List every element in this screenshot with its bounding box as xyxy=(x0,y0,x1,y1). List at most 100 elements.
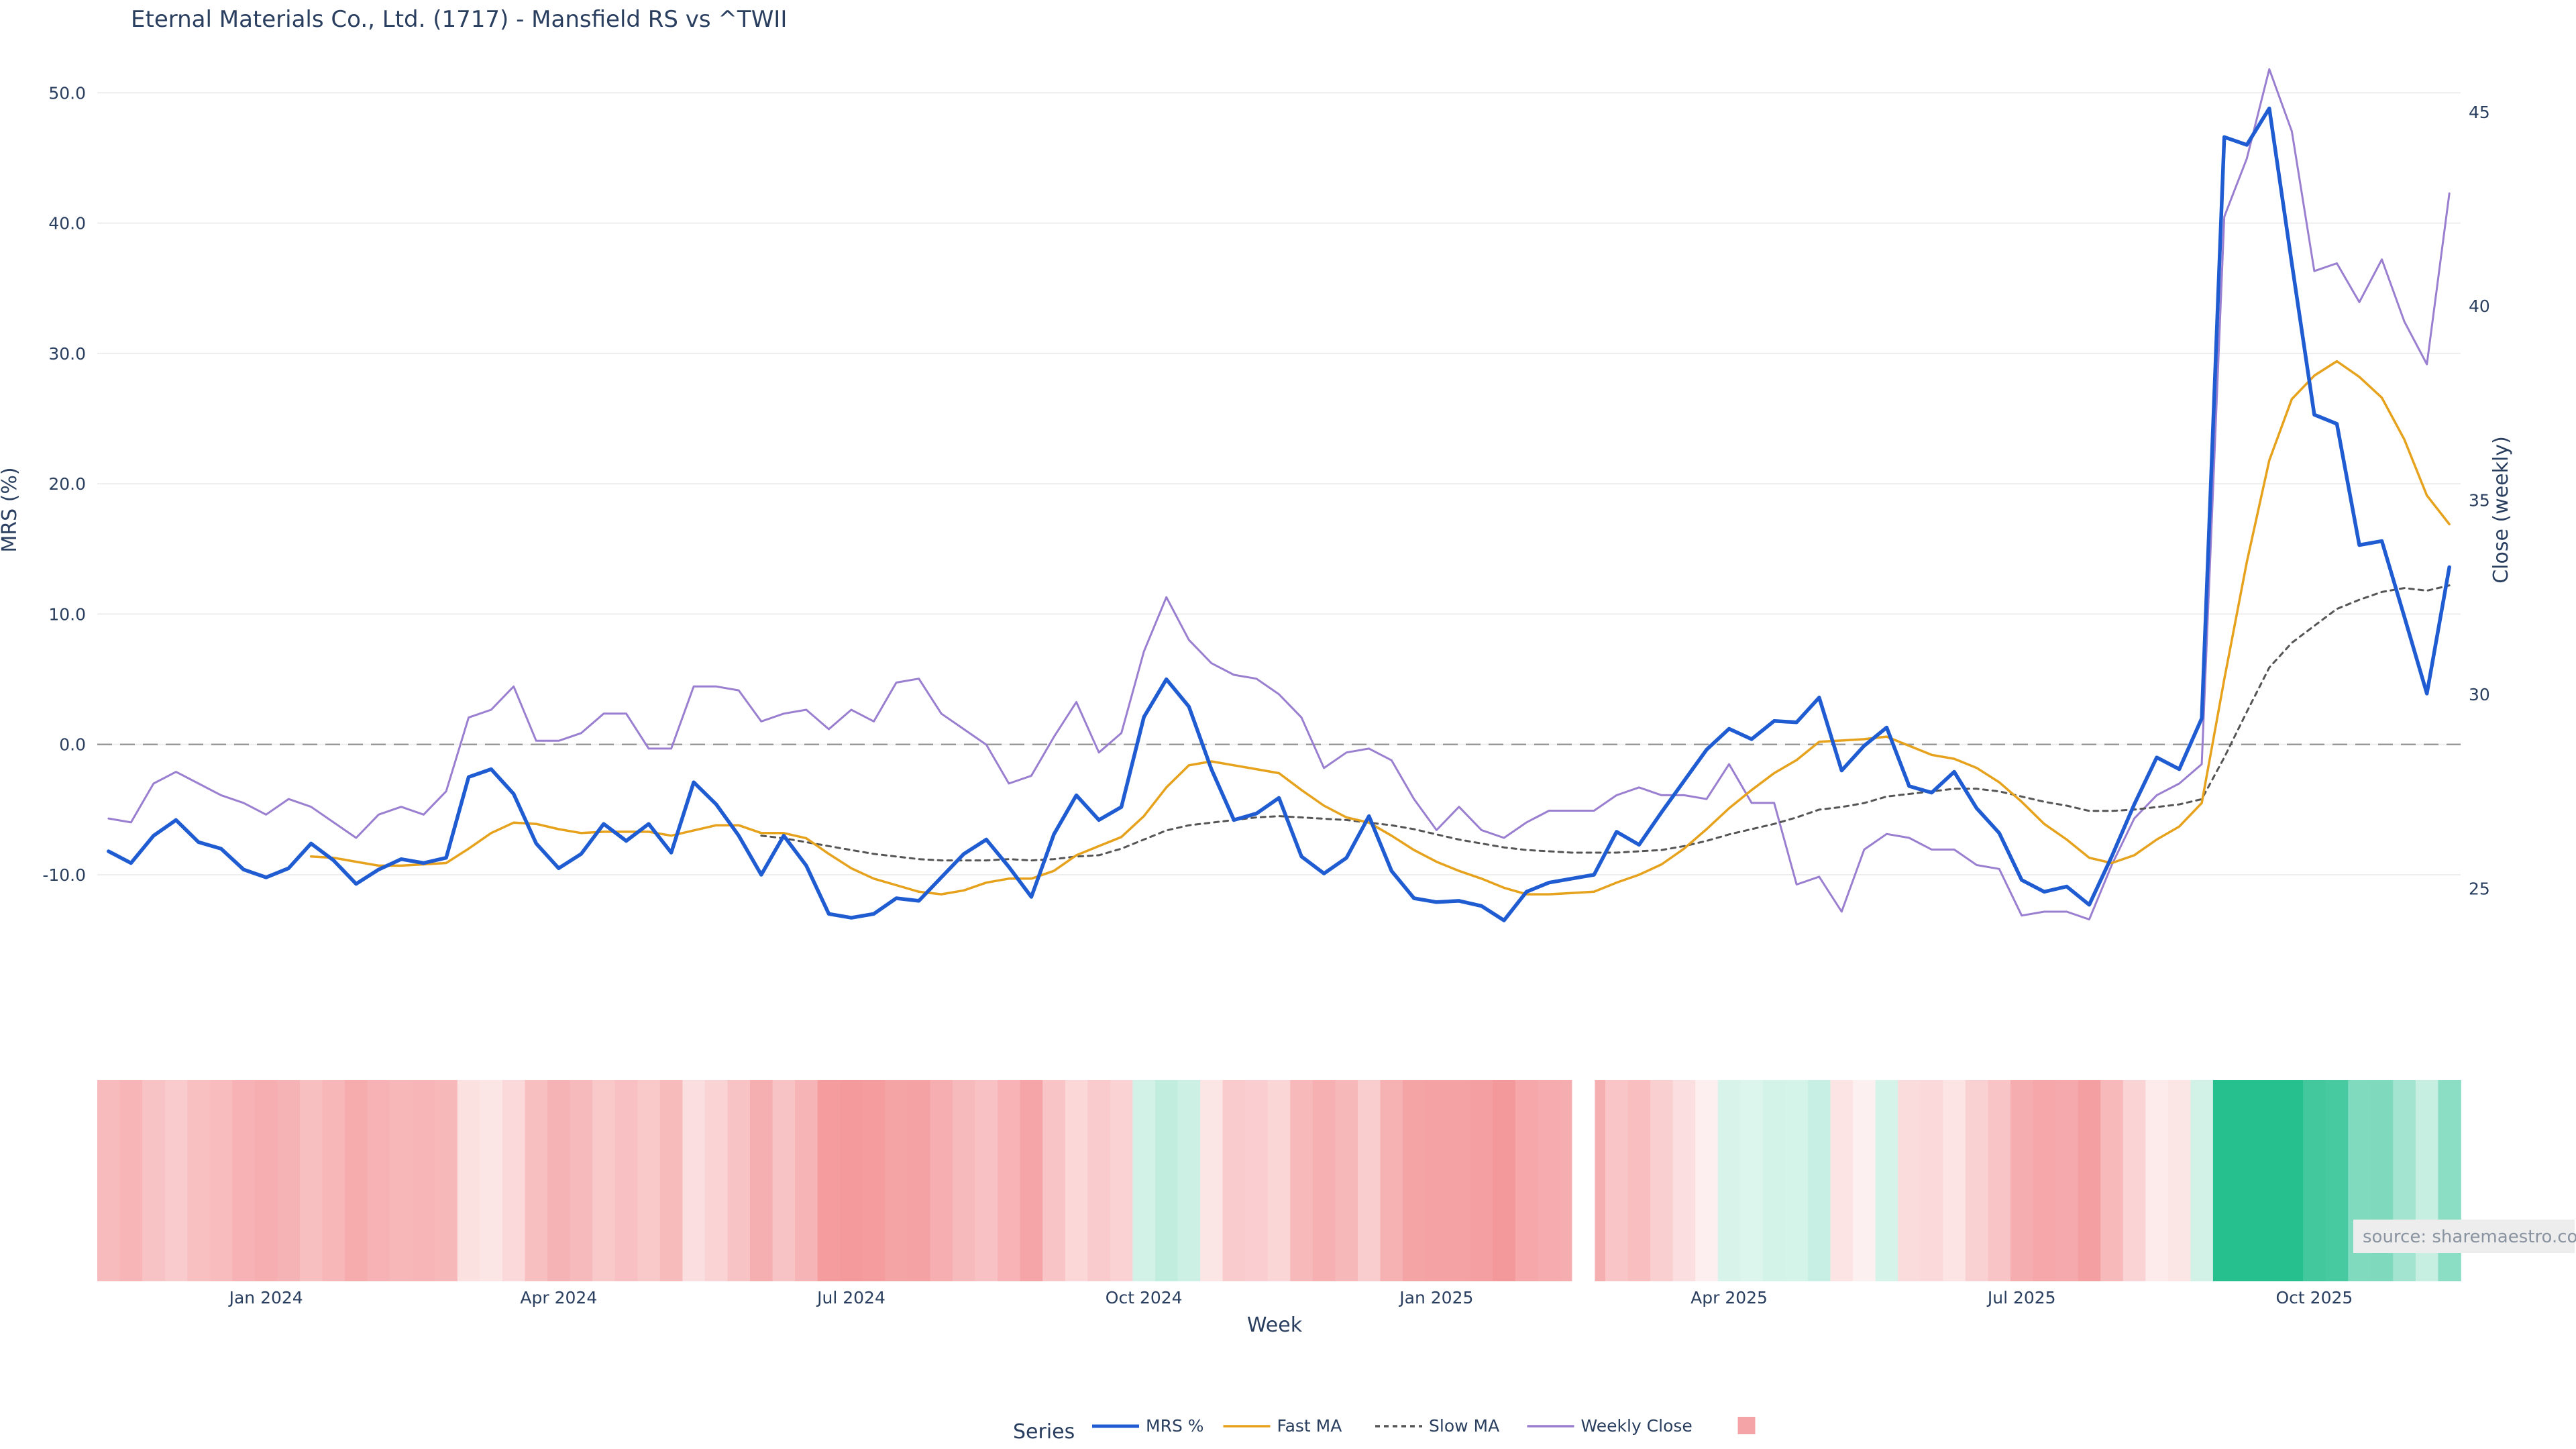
grid-lines xyxy=(97,92,2461,875)
heatmap-cell xyxy=(1762,1080,1786,1281)
heatmap-cell xyxy=(2303,1080,2326,1281)
heatmap-cell xyxy=(1380,1080,1403,1281)
heatmap-cell xyxy=(1875,1080,1898,1281)
heatmap-cell xyxy=(1177,1080,1201,1281)
heatmap-cell xyxy=(840,1080,863,1281)
heatmap-cell xyxy=(1717,1080,1741,1281)
heatmap-cell xyxy=(97,1080,121,1281)
x-tick: Apr 2025 xyxy=(1690,1288,1768,1307)
heatmap-cell xyxy=(2033,1080,2056,1281)
x-tick: Jan 2024 xyxy=(228,1288,303,1307)
heatmap-cell xyxy=(570,1080,593,1281)
heatmap-cell xyxy=(1898,1080,1921,1281)
heatmap-cell xyxy=(2258,1080,2282,1281)
heatmap-cell xyxy=(1087,1080,1111,1281)
heatmap-cell xyxy=(187,1080,211,1281)
heatmap-cell xyxy=(1853,1080,1876,1281)
heatmap-cell xyxy=(547,1080,571,1281)
heatmap-cell xyxy=(1830,1080,1854,1281)
heatmap-cell xyxy=(1943,1080,1966,1281)
legend-item[interactable]: Slow MA xyxy=(1375,1416,1499,1436)
heatmap-cell xyxy=(525,1080,548,1281)
heatmap-cell xyxy=(345,1080,368,1281)
heatmap-cell xyxy=(727,1080,751,1281)
heatmap-cell xyxy=(750,1080,773,1281)
y-left-tick: 0.0 xyxy=(59,735,86,755)
heatmap-cell xyxy=(2190,1080,2214,1281)
series-lines xyxy=(107,68,2451,922)
heatmap-cell xyxy=(930,1080,953,1281)
heatmap-cell xyxy=(2055,1080,2079,1281)
heatmap-cell xyxy=(1470,1080,1494,1281)
heatmap-cell xyxy=(412,1080,436,1281)
heatmap-cell xyxy=(1695,1080,1719,1281)
heatmap-cell xyxy=(2123,1080,2147,1281)
legend-label: Slow MA xyxy=(1429,1416,1499,1436)
heatmap-cell xyxy=(682,1080,706,1281)
heatmap-cell xyxy=(795,1080,818,1281)
heatmap-cell xyxy=(1065,1080,1089,1281)
y-left-tick: 40.0 xyxy=(48,214,86,233)
mrs-heatmap-strip xyxy=(97,1079,2461,1283)
heatmap-cell xyxy=(1042,1080,1066,1281)
y-left-axis-label: MRS (%) xyxy=(0,467,21,552)
heatmap-cell xyxy=(2167,1080,2192,1281)
heatmap-cell xyxy=(1425,1080,1448,1281)
heatmap-cell xyxy=(209,1080,233,1281)
heatmap-cell xyxy=(592,1080,616,1281)
heatmap-cell xyxy=(953,1080,976,1281)
heatmap-cell xyxy=(164,1080,189,1281)
heatmap-cell xyxy=(1988,1080,2011,1281)
chart-title: Eternal Materials Co., Ltd. (1717) - Man… xyxy=(131,6,787,33)
series-line-fast-ma xyxy=(309,360,2451,896)
heatmap-cell xyxy=(659,1080,684,1281)
x-axis-label: Week xyxy=(1247,1313,1303,1337)
heatmap-cell xyxy=(2235,1080,2259,1281)
y-right-tick: 40 xyxy=(2469,297,2490,316)
heatmap-gap xyxy=(1572,1079,1595,1283)
heatmap-cell xyxy=(277,1080,301,1281)
heatmap-cell xyxy=(1920,1080,1944,1281)
heatmap-cell xyxy=(1222,1080,1246,1281)
heatmap-cell xyxy=(1448,1080,1471,1281)
heatmap-cell xyxy=(1200,1080,1224,1281)
series-line-mrs xyxy=(107,106,2451,922)
legend-item[interactable] xyxy=(1737,1417,1756,1434)
y-right-tick: 30 xyxy=(2469,685,2490,704)
heatmap-cell xyxy=(1808,1080,1831,1281)
y-left-tick: 30.0 xyxy=(48,344,86,364)
legend-item[interactable]: Fast MA xyxy=(1223,1416,1342,1436)
heatmap-cell xyxy=(2078,1080,2101,1281)
legend-label: Fast MA xyxy=(1277,1416,1342,1436)
heatmap-cell xyxy=(772,1080,796,1281)
heatmap-cell xyxy=(2010,1080,2034,1281)
heatmap-cell xyxy=(300,1080,323,1281)
heatmap-cell xyxy=(862,1080,886,1281)
x-tick: Oct 2025 xyxy=(2276,1288,2353,1307)
heatmap-cell xyxy=(1538,1080,1561,1281)
heatmap-cell xyxy=(390,1080,413,1281)
heatmap-cell xyxy=(885,1080,908,1281)
legend-item[interactable]: Weekly Close xyxy=(1527,1416,1693,1436)
legend-item[interactable]: MRS % xyxy=(1092,1416,1204,1436)
y-right-axis-label: Close (weekly) xyxy=(2489,436,2513,584)
y-left-tick: 50.0 xyxy=(48,83,86,103)
y-left-tick: -10.0 xyxy=(42,865,86,885)
heatmap-cell xyxy=(1515,1080,1539,1281)
heatmap-cell xyxy=(1245,1080,1269,1281)
y-right-tick-labels: 45 40 35 30 25 xyxy=(2469,103,2490,898)
heatmap-cell xyxy=(1357,1080,1381,1281)
heatmap-cell xyxy=(142,1080,166,1281)
x-tick: Jul 2024 xyxy=(816,1288,885,1307)
heatmap-cell xyxy=(975,1080,998,1281)
heatmap-cell xyxy=(704,1080,729,1281)
heatmap-cell xyxy=(1110,1080,1134,1281)
series-line-weekly-close xyxy=(107,68,2451,921)
heatmap-cell xyxy=(1493,1080,1516,1281)
heatmap-cell xyxy=(1132,1080,1156,1281)
heatmap-cell xyxy=(457,1080,481,1281)
heatmap-cell xyxy=(254,1080,278,1281)
legend: Series MRS % Fast MA Slow MA Weekly Close xyxy=(1013,1416,1756,1444)
heatmap-cell xyxy=(367,1080,390,1281)
